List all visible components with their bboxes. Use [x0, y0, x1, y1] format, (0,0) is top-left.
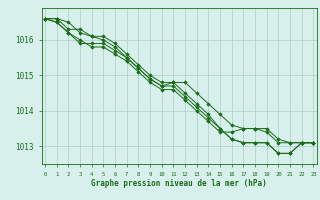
X-axis label: Graphe pression niveau de la mer (hPa): Graphe pression niveau de la mer (hPa): [91, 179, 267, 188]
